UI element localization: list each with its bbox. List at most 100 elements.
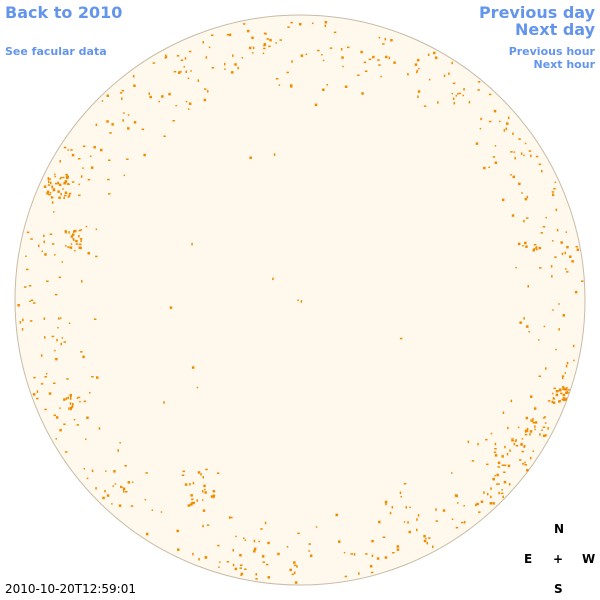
facula-spot xyxy=(80,229,83,231)
facula-spot xyxy=(85,438,87,440)
facula-spot xyxy=(358,572,360,575)
facula-spot xyxy=(261,555,265,558)
facula-spot xyxy=(127,127,130,130)
facula-spot xyxy=(68,322,71,324)
facula-spot xyxy=(357,74,360,76)
see-facular-data-link[interactable]: See facular data xyxy=(5,45,107,58)
facula-spot xyxy=(324,21,328,24)
facula-spot xyxy=(114,483,117,485)
facula-spot xyxy=(502,411,505,414)
facula-spot xyxy=(293,561,296,564)
facula-spot xyxy=(224,68,226,70)
facula-spot xyxy=(80,246,82,250)
facula-spot xyxy=(49,233,53,235)
facula-spot xyxy=(416,69,418,73)
facula-spot xyxy=(237,66,239,70)
facula-spot xyxy=(551,191,555,193)
facula-spot xyxy=(196,386,199,389)
facula-spot xyxy=(102,496,105,500)
facula-spot xyxy=(32,393,36,396)
previous-day-link[interactable]: Previous day xyxy=(478,3,595,22)
facula-spot xyxy=(203,484,206,488)
facula-spot xyxy=(550,265,553,268)
facula-spot xyxy=(68,194,71,197)
facula-spot xyxy=(423,534,426,538)
facula-spot xyxy=(81,280,83,283)
facula-spot xyxy=(403,521,406,523)
facula-spot xyxy=(70,406,74,408)
facula-spot xyxy=(119,442,121,444)
facula-spot xyxy=(534,425,536,428)
facula-spot xyxy=(230,516,233,519)
facula-spot xyxy=(378,36,381,39)
facula-spot xyxy=(344,85,348,88)
facula-spot xyxy=(519,459,522,461)
facula-spot xyxy=(44,376,47,378)
previous-hour-link[interactable]: Previous hour xyxy=(508,45,595,58)
facula-spot xyxy=(558,303,560,305)
facula-spot xyxy=(553,188,556,190)
facula-spot xyxy=(384,37,387,41)
facula-spot xyxy=(399,491,402,494)
facula-spot xyxy=(107,178,110,181)
facula-spot xyxy=(526,217,529,219)
facula-spot xyxy=(455,494,458,498)
facula-spot xyxy=(52,196,54,199)
facula-spot xyxy=(299,23,302,26)
facula-spot xyxy=(277,552,280,556)
facula-spot xyxy=(515,266,517,269)
facula-spot xyxy=(489,502,493,505)
facula-spot xyxy=(562,393,566,397)
facula-spot xyxy=(539,267,542,269)
facula-spot xyxy=(123,490,125,493)
facula-spot xyxy=(391,506,394,509)
facula-spot xyxy=(418,67,420,70)
facula-spot xyxy=(63,341,66,343)
facula-spot xyxy=(232,563,235,567)
facula-spot xyxy=(130,505,134,507)
facula-spot xyxy=(59,407,61,409)
facula-spot xyxy=(452,97,455,100)
next-hour-link[interactable]: Next hour xyxy=(533,58,596,71)
facula-spot xyxy=(118,504,122,507)
facula-spot xyxy=(417,90,421,93)
next-day-link[interactable]: Next day xyxy=(515,20,595,39)
facula-spot xyxy=(542,226,546,228)
facula-spot xyxy=(342,65,344,68)
facula-spot xyxy=(62,188,64,190)
facula-spot xyxy=(480,117,482,121)
facula-spot xyxy=(483,491,485,494)
facula-spot xyxy=(70,243,73,245)
facula-spot xyxy=(514,156,516,160)
facula-spot xyxy=(190,503,193,506)
facula-spot xyxy=(267,576,270,579)
facula-spot xyxy=(108,193,111,195)
facula-spot xyxy=(60,176,63,179)
facula-spot xyxy=(69,246,73,249)
facula-spot xyxy=(105,470,107,472)
facula-spot xyxy=(372,55,375,59)
facula-spot xyxy=(183,66,185,68)
facula-spot xyxy=(340,48,343,51)
facula-spot xyxy=(263,43,267,46)
facula-spot xyxy=(494,161,498,164)
facula-spot xyxy=(297,532,300,535)
facula-spot xyxy=(64,180,68,183)
facula-spot xyxy=(144,498,147,501)
facula-spot xyxy=(448,72,450,75)
facula-spot xyxy=(87,178,91,181)
facula-spot xyxy=(74,249,76,252)
facula-spot xyxy=(90,155,92,157)
facula-spot xyxy=(520,442,523,446)
facula-spot xyxy=(433,52,435,54)
facula-spot xyxy=(414,63,418,66)
facula-spot xyxy=(521,438,524,440)
facula-spot xyxy=(416,528,418,532)
facula-spot xyxy=(532,249,535,252)
facula-spot xyxy=(521,450,524,453)
back-to-year-link[interactable]: Back to 2010 xyxy=(5,3,123,22)
facula-spot xyxy=(43,317,46,320)
facula-spot xyxy=(106,120,109,123)
facula-spot xyxy=(163,401,165,404)
facula-spot xyxy=(371,539,374,543)
